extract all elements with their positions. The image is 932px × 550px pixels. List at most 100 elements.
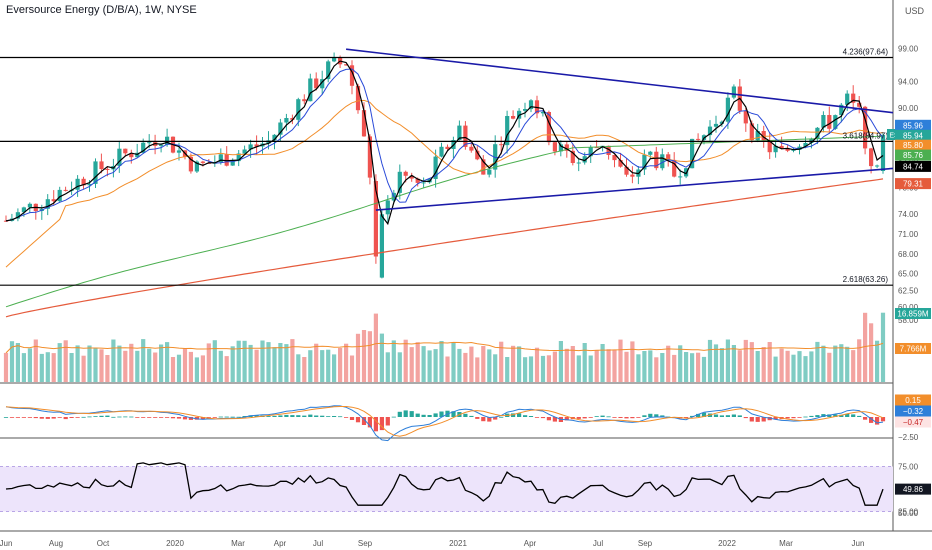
candle-body — [487, 169, 492, 175]
volume-bar — [761, 347, 766, 382]
volume-bar — [755, 351, 760, 382]
candle-body — [278, 122, 283, 135]
candle-body — [87, 183, 92, 186]
volume-bar — [266, 342, 271, 382]
volume-bar — [397, 352, 402, 382]
macd-histogram-bar — [218, 416, 223, 418]
macd-histogram-bar — [21, 417, 26, 418]
volume-bar — [612, 349, 617, 382]
candle-body — [421, 182, 426, 184]
macd-histogram-bar — [254, 415, 259, 417]
volume-bar — [344, 343, 349, 382]
macd-histogram-bar — [9, 417, 15, 418]
candle-body — [385, 200, 390, 215]
macd-histogram-bar — [147, 417, 152, 418]
candle-body — [188, 156, 193, 172]
volume-bar — [725, 339, 730, 382]
volume-bar — [445, 356, 450, 382]
volume-bar — [511, 345, 516, 382]
volume-bar — [528, 356, 534, 382]
macd-histogram-bar — [69, 417, 74, 418]
candle-body — [606, 145, 611, 155]
price-tick-label: 94.00 — [898, 78, 919, 87]
volume-bar — [105, 355, 110, 382]
price-marker — [895, 160, 931, 172]
macd-histogram-bar — [797, 417, 802, 418]
sma-200-line — [5, 178, 884, 318]
time-tick-label: 2021 — [449, 539, 467, 548]
macd-histogram-bar — [302, 415, 307, 417]
candle-body — [349, 65, 355, 86]
macd-histogram-bar — [15, 417, 20, 418]
candle-body — [254, 144, 259, 147]
rsi-marker-label: 49.86 — [903, 485, 924, 494]
macd-histogram-bar — [391, 416, 396, 418]
volume-bar — [696, 352, 701, 382]
candle-body — [403, 171, 408, 176]
candle-body — [534, 100, 540, 114]
macd-histogram-bar — [755, 417, 760, 422]
volume-bar — [564, 348, 569, 382]
price-tick-label: 60.00 — [898, 303, 919, 312]
rsi-tick-label: 25.00 — [898, 508, 919, 517]
volume-bar — [451, 342, 456, 382]
volume-bar — [678, 345, 683, 382]
volume-bar — [367, 331, 372, 382]
price-marker — [895, 119, 931, 131]
volume-bar — [857, 339, 862, 382]
candle-body — [242, 149, 247, 154]
volume-bar — [129, 343, 134, 382]
macd-histogram-bar — [278, 415, 283, 417]
price-marker-label: 84.74 — [903, 162, 924, 171]
candle-body — [845, 93, 850, 105]
candle-body — [624, 166, 629, 175]
macd-histogram-bar — [87, 416, 92, 418]
macd-histogram-bar — [39, 417, 44, 419]
currency-label: USD — [905, 6, 925, 16]
volume-bar — [839, 344, 844, 382]
volume-bar — [731, 345, 736, 382]
candle-body — [81, 178, 86, 186]
macd-histogram-bar — [546, 417, 551, 421]
macd-histogram-bar — [606, 416, 611, 418]
volume-bar — [308, 350, 313, 382]
price-tick-label: 90.00 — [898, 104, 919, 113]
macd-histogram-bar — [690, 415, 695, 417]
candle-body — [367, 136, 372, 178]
price-tick-label: 99.00 — [898, 45, 919, 54]
macd-histogram-bar — [612, 417, 617, 418]
macd-histogram-bar — [135, 417, 140, 418]
volume-bar — [75, 345, 80, 382]
volume-bar — [212, 340, 217, 382]
candle-body — [857, 102, 862, 107]
time-tick-label: Mar — [779, 539, 793, 548]
price-tick-label: 71.00 — [898, 230, 919, 239]
candle-body — [51, 199, 56, 202]
volume-bar — [39, 353, 44, 382]
macd-histogram-bar — [230, 416, 235, 418]
volume-bar — [182, 348, 188, 382]
candle-body — [630, 174, 635, 177]
rsi-band — [0, 466, 893, 512]
macd-histogram-bar — [469, 415, 474, 417]
candle-body — [379, 214, 384, 278]
macd-histogram-bar — [182, 417, 188, 420]
macd-histogram-bar — [117, 416, 122, 418]
volume-marker — [895, 308, 931, 319]
macd-histogram-bar — [385, 417, 390, 426]
candle-body — [457, 125, 462, 140]
candle-body — [75, 178, 80, 190]
macd-marker — [895, 394, 931, 406]
candle-body — [576, 162, 581, 164]
volume-bar — [200, 355, 205, 382]
candle-body — [719, 121, 724, 124]
macd-histogram-bar — [749, 417, 754, 422]
candle-body — [206, 162, 211, 164]
volume-bar — [493, 354, 498, 382]
volume-bar — [188, 351, 193, 382]
macd-histogram-bar — [475, 417, 480, 419]
volume-bar — [558, 341, 563, 382]
candle-body — [302, 99, 307, 102]
